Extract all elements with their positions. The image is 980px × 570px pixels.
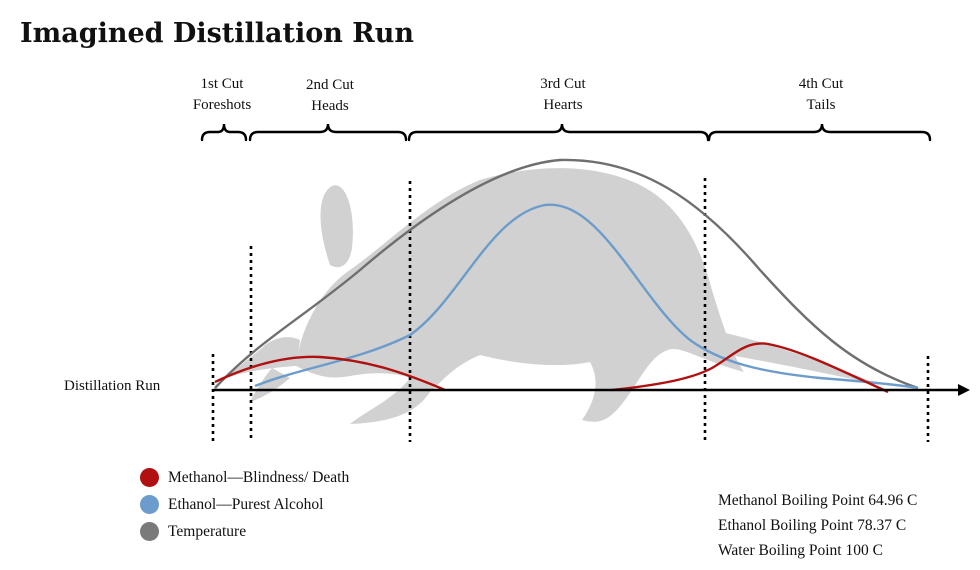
boiling-points: Methanol Boiling Point 64.96 C Ethanol B… <box>718 488 917 563</box>
cut-number: 1st Cut <box>200 76 244 92</box>
ethanol-curve <box>254 203 919 390</box>
methanol-curve <box>214 342 889 394</box>
legend-label: Ethanol—Purest Alcohol <box>168 495 324 513</box>
cut-number: 2nd Cut <box>306 77 354 93</box>
cut-separators <box>211 178 930 442</box>
boiling-point-ethanol: Ethanol Boiling Point 78.37 C <box>718 517 907 534</box>
boiling-point-water: Water Boiling Point 100 C <box>718 542 883 559</box>
brace-foreshots <box>200 123 248 142</box>
aardvark-silhouette <box>222 168 880 424</box>
cut-label-tails: 4th Cut Tails <box>761 74 881 116</box>
cut-number: 3rd Cut <box>540 76 586 92</box>
legend: Methanol—Blindness/ Death Ethanol—Purest… <box>140 464 349 545</box>
cut-label-heads: 2nd Cut Heads <box>270 75 390 117</box>
axis-arrowhead <box>958 384 970 396</box>
cut-label-hearts: 3rd Cut Hearts <box>503 74 623 116</box>
boiling-point-methanol: Methanol Boiling Point 64.96 C <box>718 492 918 509</box>
cut-name: Hearts <box>543 97 583 113</box>
legend-label: Methanol—Blindness/ Death <box>168 468 350 486</box>
distillation-axis <box>213 384 970 396</box>
legend-swatch-methanol <box>140 468 159 487</box>
temperature-curve <box>214 158 919 390</box>
cut-braces <box>200 123 932 142</box>
cut-name: Foreshots <box>192 97 252 113</box>
brace-tails <box>707 123 932 142</box>
cut-number: 4th Cut <box>798 76 844 92</box>
legend-swatch-ethanol <box>140 495 159 514</box>
cut-label-foreshots: 1st Cut Foreshots <box>162 74 282 116</box>
axis-label: Distillation Run <box>64 378 161 394</box>
legend-label: Temperature <box>168 522 247 540</box>
brace-hearts <box>407 123 710 142</box>
legend-item-methanol: Methanol—Blindness/ Death <box>140 464 349 491</box>
legend-item-ethanol: Ethanol—Purest Alcohol <box>140 491 349 518</box>
legend-item-temperature: Temperature <box>140 518 349 545</box>
page-title: Imagined Distillation Run <box>20 18 414 49</box>
cut-name: Heads <box>311 98 349 114</box>
legend-swatch-temperature <box>140 522 159 541</box>
cut-name: Tails <box>806 97 836 113</box>
brace-heads <box>248 123 408 142</box>
